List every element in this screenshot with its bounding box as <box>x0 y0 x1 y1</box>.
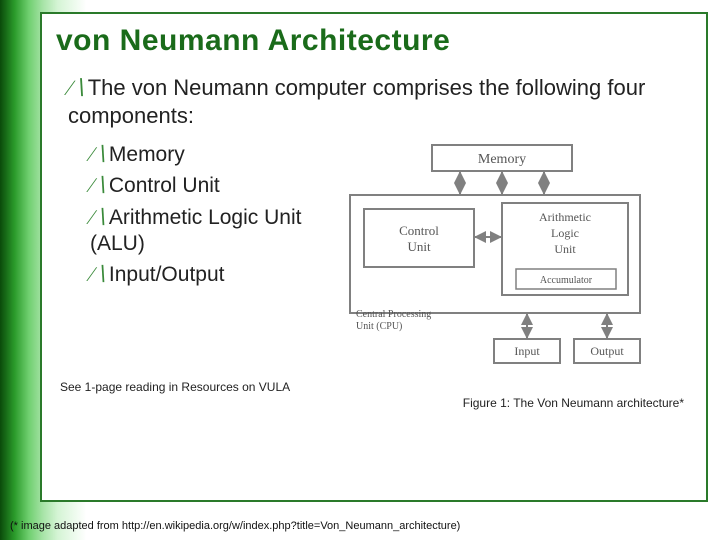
content-row: ∕∖Memory ∕∖Control Unit ∕∖Arithmetic Log… <box>56 141 692 376</box>
sub-bullet: ∕∖Input/Output <box>90 261 336 288</box>
main-bullet: ∕∖The von Neumann computer comprises the… <box>68 74 680 129</box>
sub-bullet-text: Input/Output <box>109 263 225 286</box>
sub-bullet: ∕∖Control Unit <box>90 172 336 199</box>
figure-caption: Figure 1: The Von Neumann architecture* <box>56 396 684 410</box>
sub-bullet-text: Control Unit <box>109 174 220 197</box>
sub-bullet-text: Memory <box>109 143 185 166</box>
diagram-accum-label: Accumulator <box>540 275 593 286</box>
bullet-glyph-icon: ∕∖ <box>90 173 107 197</box>
slide-title: von Neumann Architecture <box>56 24 692 58</box>
slide-inner-frame: von Neumann Architecture ∕∖The von Neuma… <box>40 12 708 502</box>
footnote: (* image adapted from http://en.wikipedi… <box>10 520 460 532</box>
diagram-column: Memory Control Unit Arithmetic Logic <box>336 141 692 376</box>
bullet-glyph-icon: ∕∖ <box>90 205 107 229</box>
svg-text:Unit: Unit <box>407 239 431 254</box>
sub-bullet-text: Arithmetic Logic Unit (ALU) <box>90 206 301 255</box>
architecture-diagram: Memory Control Unit Arithmetic Logic <box>342 141 652 371</box>
bullet-glyph-icon: ∕∖ <box>68 75 86 100</box>
bullet-glyph-icon: ∕∖ <box>90 142 107 166</box>
diagram-cpu-label-1: Central Processing <box>356 309 431 320</box>
sub-bullet: ∕∖Arithmetic Logic Unit (ALU) <box>90 204 336 258</box>
diagram-alu-label-2: Logic <box>551 226 579 240</box>
diagram-control-label-1: Control <box>399 223 439 238</box>
diagram-alu-label-1: Arithmetic <box>539 210 591 224</box>
diagram-cpu-label-2: Unit (CPU) <box>356 321 402 332</box>
diagram-memory-label: Memory <box>478 152 526 167</box>
slide-background: von Neumann Architecture ∕∖The von Neuma… <box>0 0 720 540</box>
sub-bullet-list: ∕∖Memory ∕∖Control Unit ∕∖Arithmetic Log… <box>56 141 336 292</box>
diagram-input-label: Input <box>514 344 540 358</box>
diagram-output-label: Output <box>590 344 624 358</box>
sub-bullet: ∕∖Memory <box>90 141 336 168</box>
bullet-glyph-icon: ∕∖ <box>90 262 107 286</box>
diagram-alu-label-3: Unit <box>554 242 576 256</box>
resource-note: See 1-page reading in Resources on VULA <box>60 380 692 394</box>
main-bullet-text: The von Neumann computer comprises the f… <box>68 75 645 128</box>
